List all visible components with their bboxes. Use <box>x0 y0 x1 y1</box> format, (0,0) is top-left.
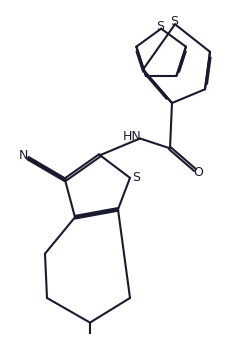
Text: S: S <box>170 16 178 28</box>
Text: HN: HN <box>122 130 141 143</box>
Text: N: N <box>18 149 28 162</box>
Text: O: O <box>194 166 204 179</box>
Text: S: S <box>132 171 140 184</box>
Text: S: S <box>156 20 164 33</box>
